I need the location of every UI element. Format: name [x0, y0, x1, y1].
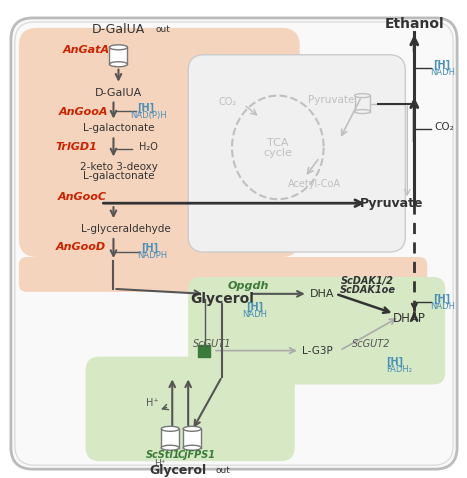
FancyBboxPatch shape — [11, 18, 457, 469]
FancyBboxPatch shape — [188, 277, 445, 384]
Text: out: out — [156, 25, 170, 34]
Text: H₂O: H₂O — [139, 142, 158, 152]
Text: L-galactonate: L-galactonate — [83, 171, 154, 181]
Text: NAD(P)H: NAD(P)H — [130, 111, 167, 120]
Text: ScDAK1/2: ScDAK1/2 — [341, 276, 394, 286]
Text: ScGUT1: ScGUT1 — [193, 338, 231, 348]
FancyBboxPatch shape — [354, 96, 370, 111]
Text: DHAP: DHAP — [393, 312, 426, 325]
Ellipse shape — [161, 445, 179, 450]
FancyBboxPatch shape — [188, 55, 405, 252]
FancyBboxPatch shape — [109, 47, 127, 64]
Text: [H]: [H] — [137, 102, 154, 113]
Text: L-galactonate: L-galactonate — [83, 123, 154, 133]
Text: CO₂: CO₂ — [434, 122, 454, 132]
Text: CO₂: CO₂ — [219, 97, 237, 107]
Text: AnGooC: AnGooC — [58, 192, 106, 202]
Text: Glycerol: Glycerol — [190, 292, 254, 306]
Text: Pyruvate: Pyruvate — [308, 95, 355, 105]
Ellipse shape — [354, 109, 370, 114]
FancyBboxPatch shape — [85, 357, 295, 461]
Text: ScDAK1oe: ScDAK1oe — [340, 285, 396, 295]
Text: D-GalUA: D-GalUA — [92, 23, 145, 36]
Ellipse shape — [354, 94, 370, 98]
FancyBboxPatch shape — [198, 345, 210, 357]
Text: Glycerol: Glycerol — [149, 464, 207, 477]
Text: ScGUT2: ScGUT2 — [352, 338, 391, 348]
Text: [H]: [H] — [247, 302, 263, 312]
Ellipse shape — [183, 426, 201, 431]
Text: L-G3P: L-G3P — [302, 346, 333, 356]
Text: NADH: NADH — [430, 302, 455, 311]
Ellipse shape — [109, 45, 127, 50]
Text: cycle: cycle — [263, 148, 292, 158]
Text: AnGatA: AnGatA — [63, 45, 110, 55]
Ellipse shape — [161, 426, 179, 431]
Text: NADH: NADH — [242, 310, 268, 319]
Text: 2-keto 3-deoxy: 2-keto 3-deoxy — [79, 163, 157, 173]
Text: DHA: DHA — [310, 289, 334, 299]
Text: [H]: [H] — [434, 60, 451, 70]
FancyBboxPatch shape — [183, 429, 201, 448]
Ellipse shape — [183, 445, 201, 450]
Text: [H]: [H] — [434, 293, 451, 304]
FancyBboxPatch shape — [19, 28, 300, 257]
Text: Ethanol: Ethanol — [384, 17, 444, 31]
Text: D-GalUA: D-GalUA — [95, 87, 142, 98]
Text: ScStl1: ScStl1 — [146, 450, 181, 460]
Text: H⁺: H⁺ — [155, 459, 166, 467]
Text: out: out — [215, 466, 230, 475]
Text: Acetyl-CoA: Acetyl-CoA — [288, 179, 341, 189]
Text: [H]: [H] — [386, 357, 403, 367]
Text: CjFPS1: CjFPS1 — [177, 450, 215, 460]
FancyBboxPatch shape — [19, 257, 427, 292]
Text: NADPH: NADPH — [137, 251, 167, 261]
Text: Pyruvate: Pyruvate — [360, 197, 423, 210]
Ellipse shape — [109, 62, 127, 67]
Text: FADH₂: FADH₂ — [386, 365, 412, 374]
Text: [H]: [H] — [141, 243, 158, 253]
Text: NADH: NADH — [430, 68, 455, 77]
Text: Opgdh: Opgdh — [227, 281, 269, 291]
Text: TCA: TCA — [267, 139, 289, 149]
Text: TrlGD1: TrlGD1 — [56, 142, 98, 152]
Text: H⁺: H⁺ — [146, 398, 159, 408]
Text: L-glyceraldehyde: L-glyceraldehyde — [80, 224, 170, 234]
FancyBboxPatch shape — [161, 429, 179, 448]
Text: AnGooD: AnGooD — [56, 242, 106, 252]
Text: AnGooA: AnGooA — [59, 107, 108, 117]
